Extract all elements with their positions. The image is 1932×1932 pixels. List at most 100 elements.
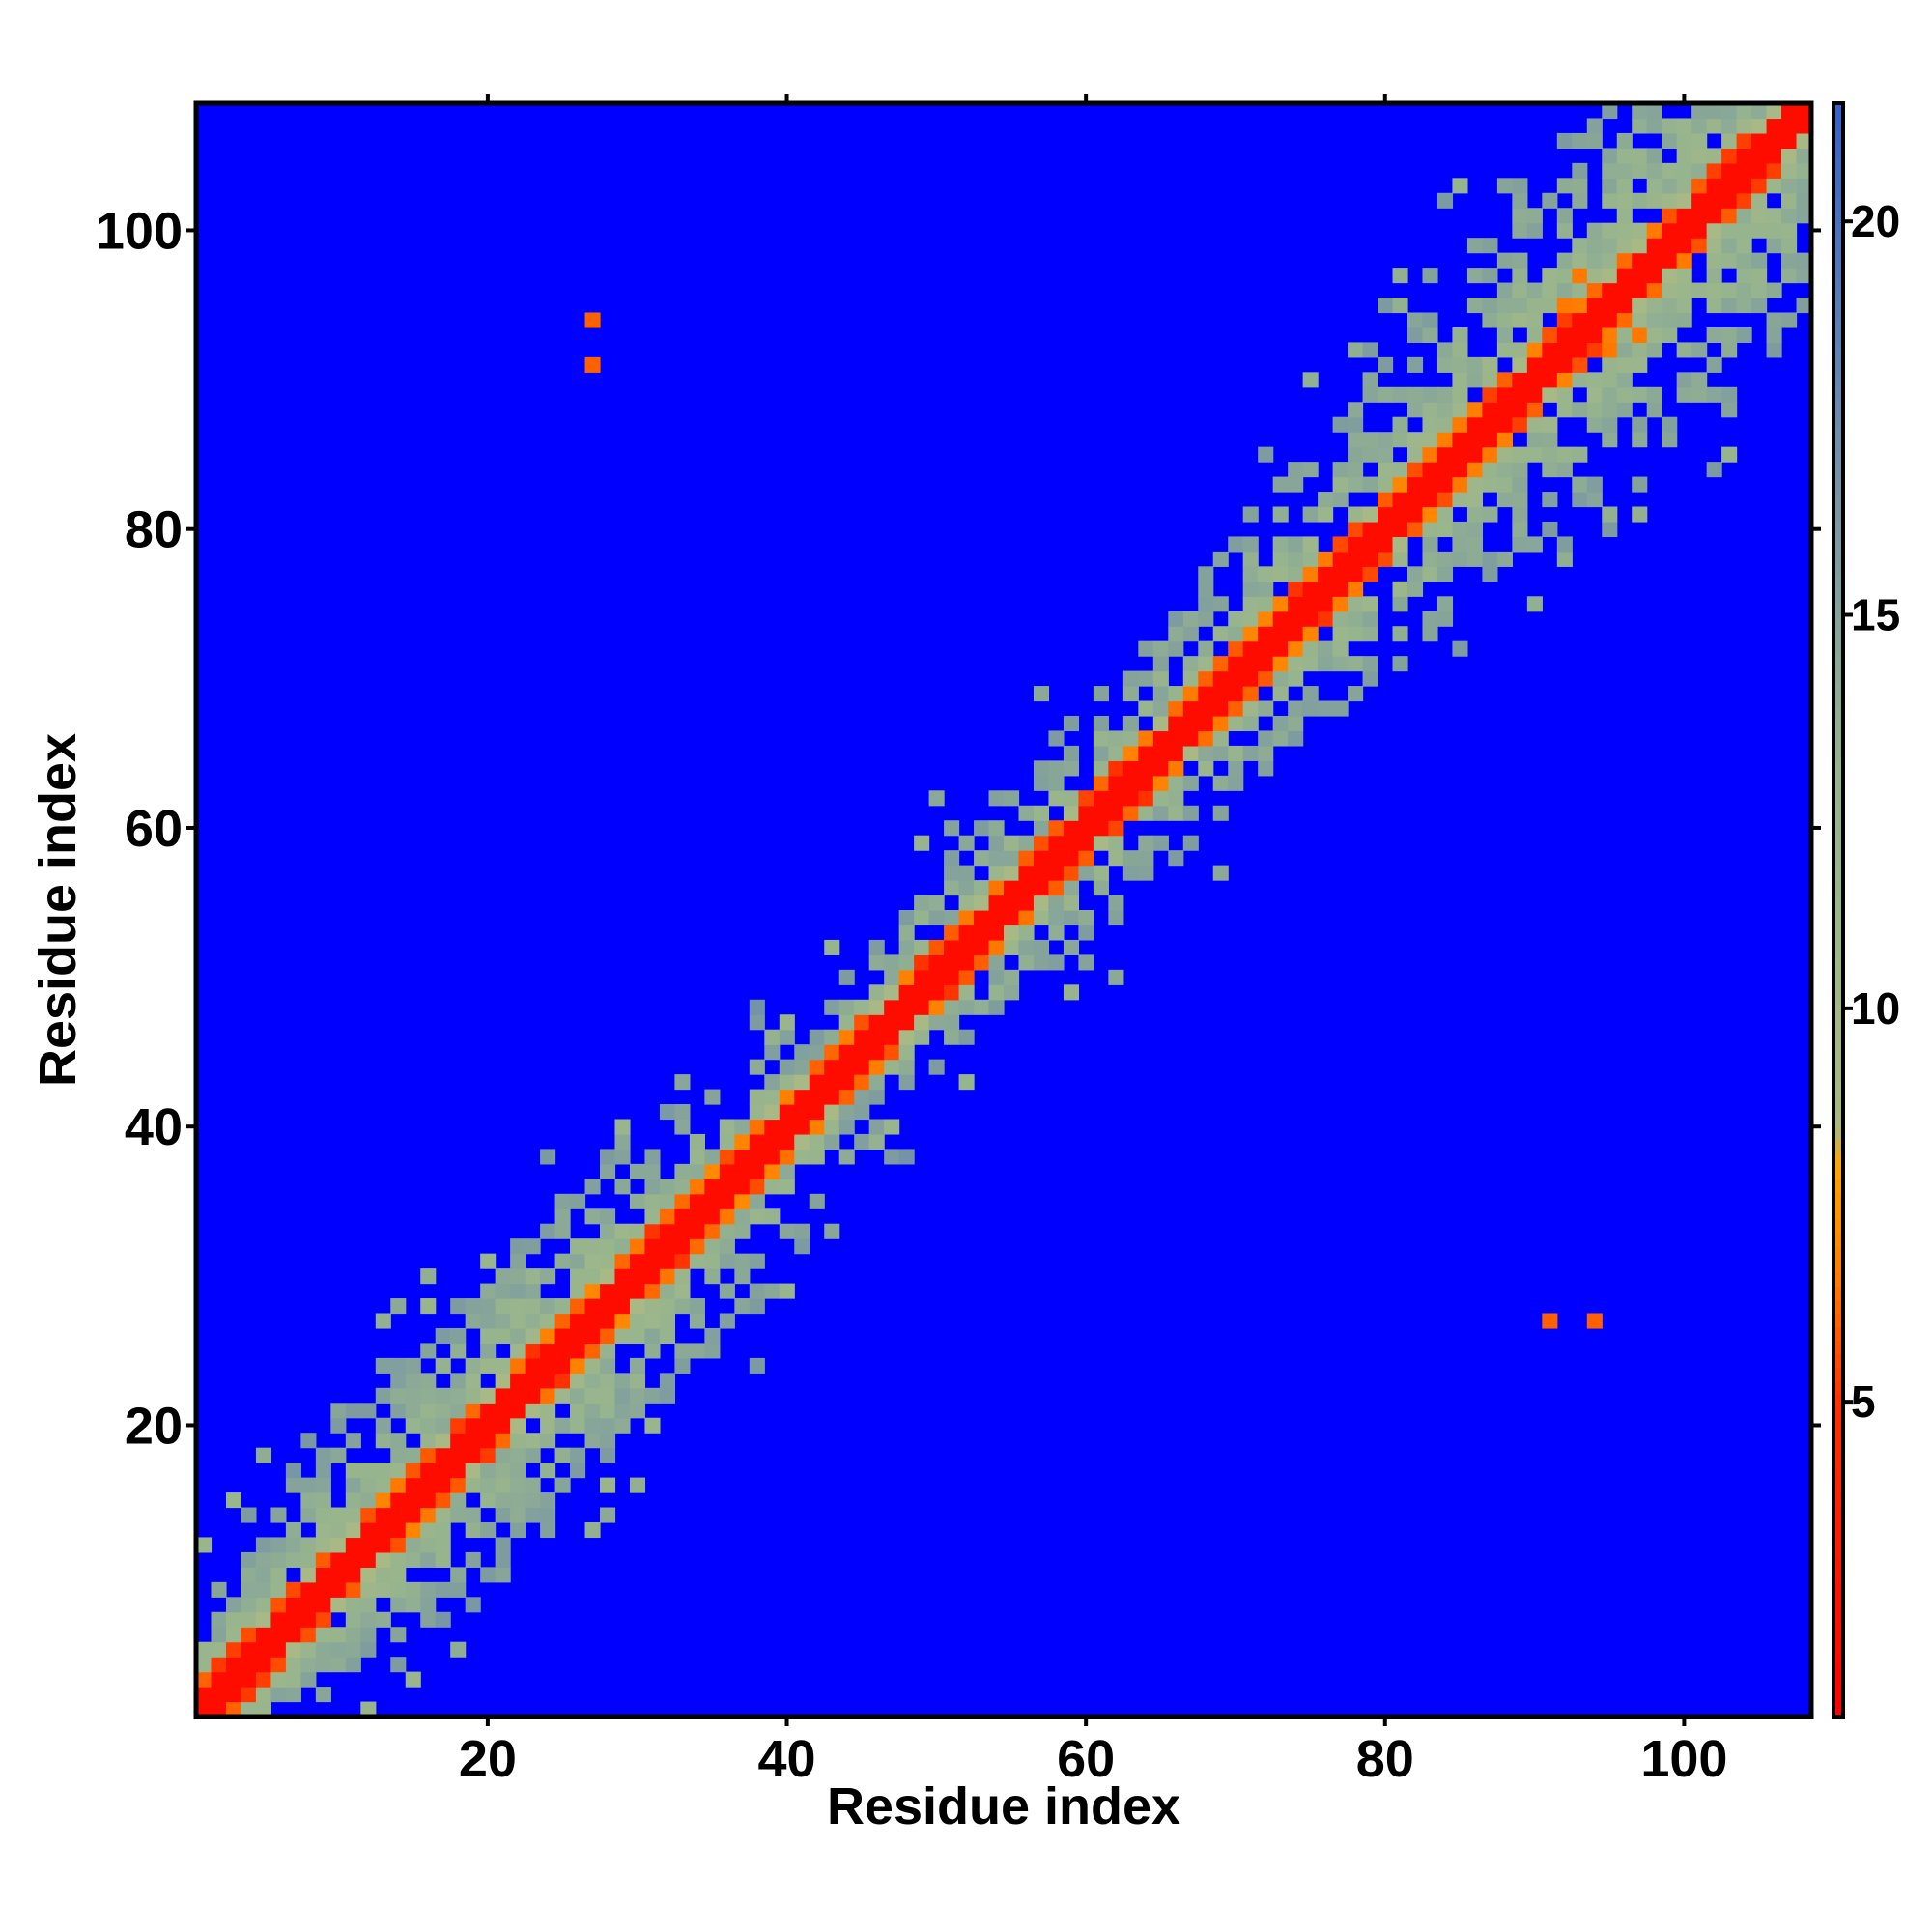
heatmap-cell [1602,521,1618,538]
heatmap-cell [600,1373,616,1389]
heatmap-cell [1781,252,1798,269]
colorbar-segment [1833,990,1843,1006]
heatmap-cell [1168,640,1184,657]
heatmap-cell [1646,222,1662,239]
heatmap-cell [1542,462,1558,478]
heatmap-cell [570,1373,586,1389]
heatmap-cell [1796,132,1812,149]
heatmap-cell [958,939,975,955]
heatmap-cell [1078,910,1094,926]
colorbar-segment [1833,910,1843,924]
heatmap-cell [1378,521,1394,538]
heatmap-cell [898,1074,915,1091]
colorbar-segment [1833,331,1843,347]
heatmap-cell [450,1387,467,1404]
heatmap-cell [495,1373,511,1389]
heatmap-cell [1436,492,1454,508]
heatmap-cell [1632,432,1648,448]
heatmap-cell [704,1327,721,1345]
heatmap-cell [644,1208,661,1225]
heatmap-cell [1258,760,1274,777]
heatmap-cell [1781,148,1798,164]
heatmap-cell [540,1357,556,1374]
heatmap-cell [988,865,1005,881]
heatmap-cell [1616,178,1633,194]
heatmap-cell [1362,566,1378,582]
heatmap-cell [1482,356,1498,373]
heatmap-cell [838,1149,855,1165]
heatmap-cell [659,1208,676,1225]
heatmap-cell [584,1283,601,1299]
heatmap-cell [704,1253,721,1269]
heatmap-cell [211,1657,227,1673]
heatmap-cell [838,999,855,1015]
heatmap-cell [1676,162,1692,179]
heatmap-cell [898,999,915,1015]
colorbar-segment [1833,129,1843,145]
heatmap-cell [1602,312,1618,328]
heatmap-cell [1407,506,1424,523]
heatmap-cell [1228,656,1244,672]
heatmap-cell [1586,222,1603,239]
heatmap-cell [1168,775,1184,791]
heatmap-cell [674,1357,691,1374]
heatmap-cell [1542,327,1558,343]
heatmap-cell [300,1567,317,1583]
heatmap-cell [659,1104,676,1121]
heatmap-cell [1392,656,1408,672]
heatmap-cell [1182,670,1199,687]
heatmap-cell [809,1089,825,1105]
heatmap-cell [1542,386,1558,403]
heatmap-cell [1616,132,1633,149]
heatmap-cell [435,1492,451,1509]
heatmap-cell [928,1014,945,1031]
heatmap-cell [360,1567,377,1583]
heatmap-cell [1542,268,1558,284]
heatmap-cell [809,1044,825,1061]
heatmap-cell [1004,880,1020,896]
heatmap-cell [689,1253,705,1269]
heatmap-cell [1392,476,1408,493]
heatmap-cell [884,954,900,971]
heatmap-cell [270,1551,287,1568]
heatmap-cell [420,1597,437,1613]
heatmap-cell [1436,611,1454,627]
heatmap-cell [300,1433,317,1449]
heatmap-cell [1572,402,1588,418]
heatmap-cell [1033,865,1050,881]
heatmap-cell [1721,208,1738,224]
heatmap-cell [1526,298,1543,314]
heatmap-cell [854,1014,870,1031]
colorbar-segment [1833,815,1843,831]
heatmap-cell [1452,327,1468,343]
heatmap-cell [944,1014,960,1031]
heatmap-cell [644,1298,661,1315]
heatmap-cell [1602,432,1618,448]
heatmap-cell [1004,850,1020,867]
heatmap-cell [285,1597,301,1613]
heatmap-cell [1436,506,1454,523]
heatmap-cell [1063,880,1080,896]
heatmap-cell [719,1253,735,1269]
heatmap-cell [360,1507,377,1523]
heatmap-cell [988,880,1005,896]
heatmap-cell [465,1417,481,1434]
heatmap-cell [1436,566,1454,582]
heatmap-cell [838,1074,855,1091]
heatmap-cell [1452,492,1468,508]
heatmap-cell [1556,208,1573,224]
heatmap-cell [1407,356,1424,373]
heatmap-cell [570,1268,586,1285]
colorbar-segment [1833,1233,1843,1247]
heatmap-cell [1078,790,1094,807]
heatmap-cell [1063,865,1080,881]
colorbar-segment [1833,1461,1843,1476]
heatmap-cell [1302,581,1319,597]
heatmap-cell [525,1343,541,1359]
heatmap-cell [1108,760,1124,777]
heatmap-cell [1302,566,1319,582]
heatmap-cell [360,1477,377,1493]
heatmap-cell [1362,446,1378,463]
heatmap-cell [1572,192,1588,209]
heatmap-cell [1362,551,1378,567]
